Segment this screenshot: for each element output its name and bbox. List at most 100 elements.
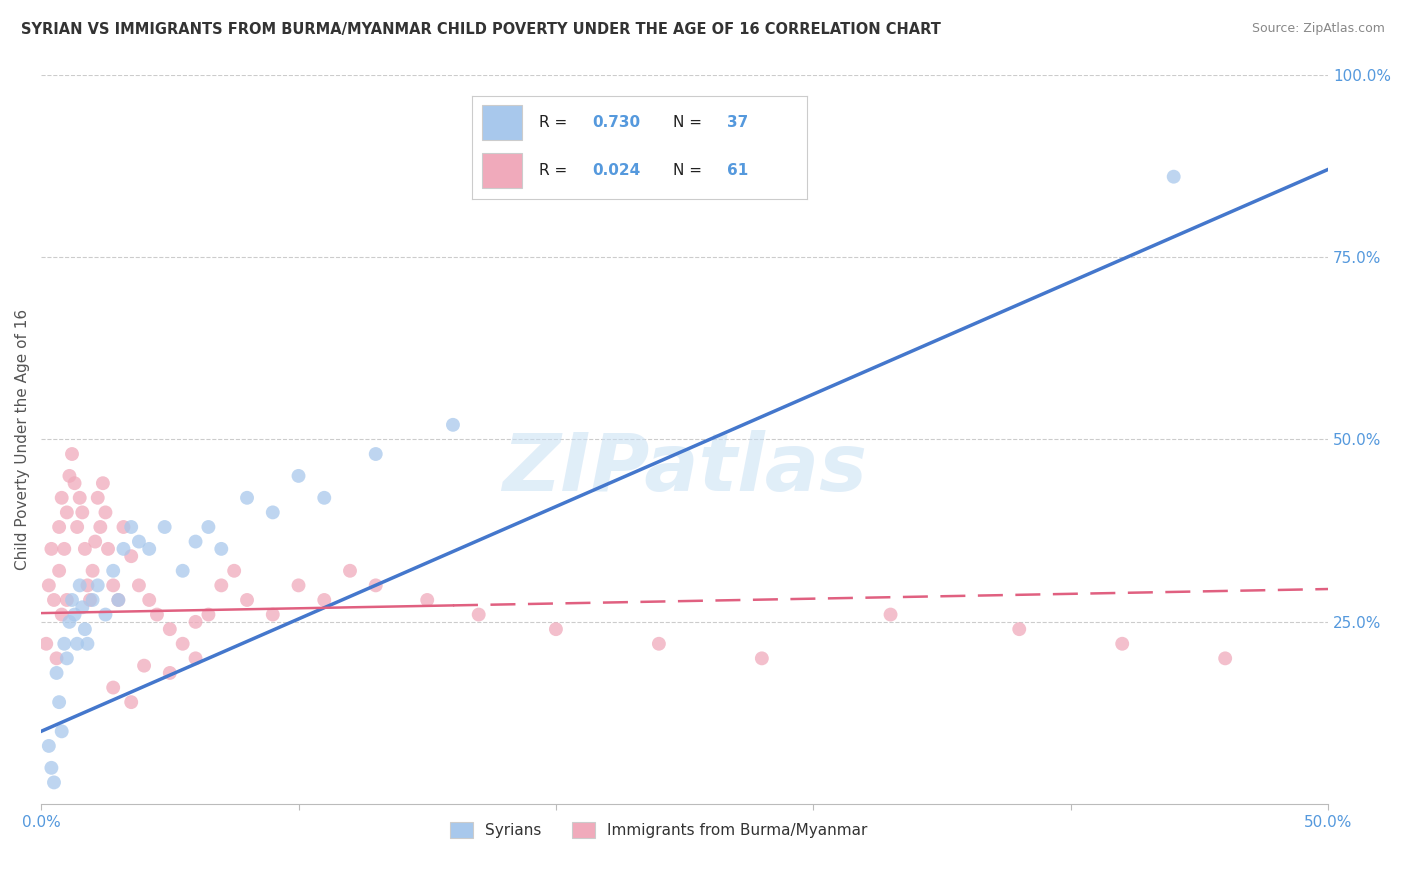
Point bbox=[107, 593, 129, 607]
Point bbox=[94, 607, 117, 622]
Point bbox=[184, 534, 207, 549]
Point bbox=[1111, 637, 1133, 651]
Point bbox=[648, 637, 671, 651]
Point bbox=[66, 520, 89, 534]
Point bbox=[879, 607, 901, 622]
Text: ZIPatlas: ZIPatlas bbox=[502, 430, 868, 508]
Point bbox=[120, 520, 142, 534]
Point bbox=[56, 651, 79, 665]
Point bbox=[79, 593, 101, 607]
Point bbox=[172, 564, 194, 578]
Point bbox=[138, 541, 160, 556]
Point bbox=[76, 637, 98, 651]
Point bbox=[184, 651, 207, 665]
Point bbox=[128, 534, 150, 549]
Point bbox=[53, 541, 76, 556]
Point bbox=[35, 637, 58, 651]
Point bbox=[45, 651, 67, 665]
Point bbox=[89, 520, 111, 534]
Point bbox=[1163, 169, 1185, 184]
Point bbox=[339, 564, 361, 578]
Point bbox=[544, 622, 567, 636]
Point bbox=[41, 541, 63, 556]
Point bbox=[38, 739, 60, 753]
Point bbox=[56, 505, 79, 519]
Point bbox=[51, 491, 73, 505]
Point bbox=[42, 775, 65, 789]
Point bbox=[82, 564, 104, 578]
Point bbox=[51, 724, 73, 739]
Point bbox=[58, 615, 80, 629]
Point bbox=[66, 637, 89, 651]
Point bbox=[87, 578, 110, 592]
Point bbox=[138, 593, 160, 607]
Point bbox=[120, 549, 142, 564]
Point bbox=[262, 505, 284, 519]
Point bbox=[72, 505, 94, 519]
Legend: Syrians, Immigrants from Burma/Myanmar: Syrians, Immigrants from Burma/Myanmar bbox=[444, 816, 873, 844]
Point bbox=[146, 607, 169, 622]
Point bbox=[107, 593, 129, 607]
Point bbox=[1213, 651, 1236, 665]
Point bbox=[73, 622, 96, 636]
Point bbox=[287, 578, 309, 592]
Point bbox=[76, 578, 98, 592]
Point bbox=[42, 593, 65, 607]
Point bbox=[48, 695, 70, 709]
Point bbox=[1008, 622, 1031, 636]
Point bbox=[38, 578, 60, 592]
Point bbox=[60, 447, 83, 461]
Point bbox=[58, 469, 80, 483]
Point bbox=[60, 593, 83, 607]
Point bbox=[103, 564, 125, 578]
Point bbox=[364, 578, 387, 592]
Point bbox=[69, 578, 91, 592]
Point bbox=[159, 622, 181, 636]
Point bbox=[236, 491, 259, 505]
Point bbox=[45, 665, 67, 680]
Point bbox=[172, 637, 194, 651]
Point bbox=[56, 593, 79, 607]
Point bbox=[751, 651, 773, 665]
Point bbox=[364, 447, 387, 461]
Point bbox=[73, 541, 96, 556]
Point bbox=[132, 658, 155, 673]
Point bbox=[112, 520, 135, 534]
Point bbox=[63, 607, 86, 622]
Point bbox=[103, 681, 125, 695]
Point bbox=[441, 417, 464, 432]
Point bbox=[53, 637, 76, 651]
Point bbox=[262, 607, 284, 622]
Point bbox=[224, 564, 246, 578]
Point bbox=[153, 520, 176, 534]
Point bbox=[314, 491, 336, 505]
Point bbox=[69, 491, 91, 505]
Point bbox=[287, 469, 309, 483]
Point bbox=[159, 665, 181, 680]
Text: Source: ZipAtlas.com: Source: ZipAtlas.com bbox=[1251, 22, 1385, 36]
Point bbox=[51, 607, 73, 622]
Point bbox=[72, 600, 94, 615]
Point bbox=[41, 761, 63, 775]
Point bbox=[236, 593, 259, 607]
Point bbox=[48, 564, 70, 578]
Point bbox=[209, 578, 232, 592]
Point bbox=[416, 593, 439, 607]
Point bbox=[184, 615, 207, 629]
Point bbox=[91, 476, 114, 491]
Point bbox=[82, 593, 104, 607]
Point bbox=[48, 520, 70, 534]
Point bbox=[63, 476, 86, 491]
Point bbox=[103, 578, 125, 592]
Point bbox=[120, 695, 142, 709]
Point bbox=[112, 541, 135, 556]
Y-axis label: Child Poverty Under the Age of 16: Child Poverty Under the Age of 16 bbox=[15, 309, 30, 570]
Point bbox=[94, 505, 117, 519]
Point bbox=[467, 607, 489, 622]
Point bbox=[128, 578, 150, 592]
Point bbox=[97, 541, 120, 556]
Point bbox=[84, 534, 107, 549]
Point bbox=[314, 593, 336, 607]
Point bbox=[197, 607, 219, 622]
Point bbox=[87, 491, 110, 505]
